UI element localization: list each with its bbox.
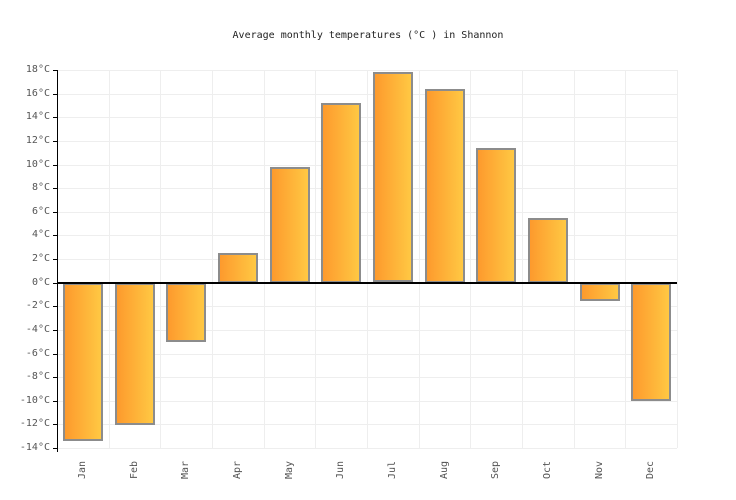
x-axis-label: Aug — [439, 460, 450, 480]
bar-oct — [528, 218, 568, 283]
y-axis-label: 6°C — [31, 206, 50, 217]
y-axis-tick — [53, 283, 57, 284]
y-axis-tick — [53, 235, 57, 236]
y-axis-tick — [53, 117, 57, 118]
chart-title: Average monthly temperatures (°C ) in Sh… — [232, 30, 504, 41]
v-gridline — [419, 70, 420, 448]
y-axis-label: 4°C — [31, 229, 50, 240]
y-axis-tick — [53, 70, 57, 71]
y-axis-tick — [53, 259, 57, 260]
bar-mar — [166, 283, 206, 342]
y-axis-tick — [53, 94, 57, 95]
y-axis-label: 8°C — [31, 182, 50, 193]
v-gridline — [367, 70, 368, 448]
x-axis-label: Apr — [232, 460, 243, 480]
v-gridline — [625, 70, 626, 448]
v-gridline — [212, 70, 213, 448]
bar-jun — [321, 103, 361, 283]
x-axis-label: Mar — [180, 460, 191, 480]
v-gridline — [522, 70, 523, 448]
bar-may — [270, 167, 310, 283]
x-axis-label: Jul — [387, 460, 398, 480]
x-axis-label: Jun — [335, 460, 346, 480]
bar-dec — [631, 283, 671, 401]
x-axis-label: Dec — [645, 460, 656, 480]
y-axis-line — [57, 70, 58, 452]
y-axis-label: 14°C — [25, 111, 50, 122]
y-axis-label: 0°C — [31, 277, 50, 288]
bar-sep — [476, 148, 516, 283]
bar-jul — [373, 72, 413, 282]
y-axis-tick — [53, 330, 57, 331]
y-axis-tick — [53, 165, 57, 166]
y-axis-tick — [53, 212, 57, 213]
v-gridline — [315, 70, 316, 448]
x-axis-label: May — [284, 460, 295, 480]
bar-nov — [580, 283, 620, 301]
y-axis-label: 12°C — [25, 135, 50, 146]
bar-apr — [218, 253, 258, 283]
bar-jan — [63, 283, 103, 441]
y-axis-tick — [53, 424, 57, 425]
bar-feb — [115, 283, 155, 425]
v-gridline — [160, 70, 161, 448]
v-gridline — [677, 70, 678, 448]
y-axis-tick — [53, 401, 57, 402]
y-axis-label: -2°C — [25, 300, 50, 311]
y-axis-label: -6°C — [25, 348, 50, 359]
y-axis-tick — [53, 377, 57, 378]
y-axis-label: -14°C — [19, 442, 50, 453]
y-axis-tick — [53, 141, 57, 142]
x-axis-label: Oct — [542, 460, 553, 480]
y-axis-label: -10°C — [19, 395, 50, 406]
y-axis-tick — [53, 354, 57, 355]
y-axis-tick — [53, 448, 57, 449]
y-axis-label: -4°C — [25, 324, 50, 335]
y-axis-label: 18°C — [25, 64, 50, 75]
bar-aug — [425, 89, 465, 283]
v-gridline — [470, 70, 471, 448]
plot-area: 18°C 16°C 14°C 12°C 10°C 8°C 6°C 4°C 2°C 0°C -2°C -… — [20, 64, 678, 479]
x-axis-label: Feb — [129, 460, 140, 480]
x-axis-label: Sep — [490, 460, 501, 480]
v-gridline — [264, 70, 265, 448]
y-axis-label: 10°C — [25, 159, 50, 170]
y-axis-tick — [53, 188, 57, 189]
y-axis-label: 2°C — [31, 253, 50, 264]
x-axis-label: Nov — [594, 460, 605, 480]
y-axis-label: 16°C — [25, 88, 50, 99]
x-axis-label: Jan — [77, 460, 88, 480]
v-gridline — [574, 70, 575, 448]
h-gridline — [57, 448, 677, 449]
y-axis-label: -12°C — [19, 418, 50, 429]
zero-axis-line — [57, 282, 677, 284]
v-gridline — [109, 70, 110, 448]
y-axis-label: -8°C — [25, 371, 50, 382]
y-axis-tick — [53, 306, 57, 307]
